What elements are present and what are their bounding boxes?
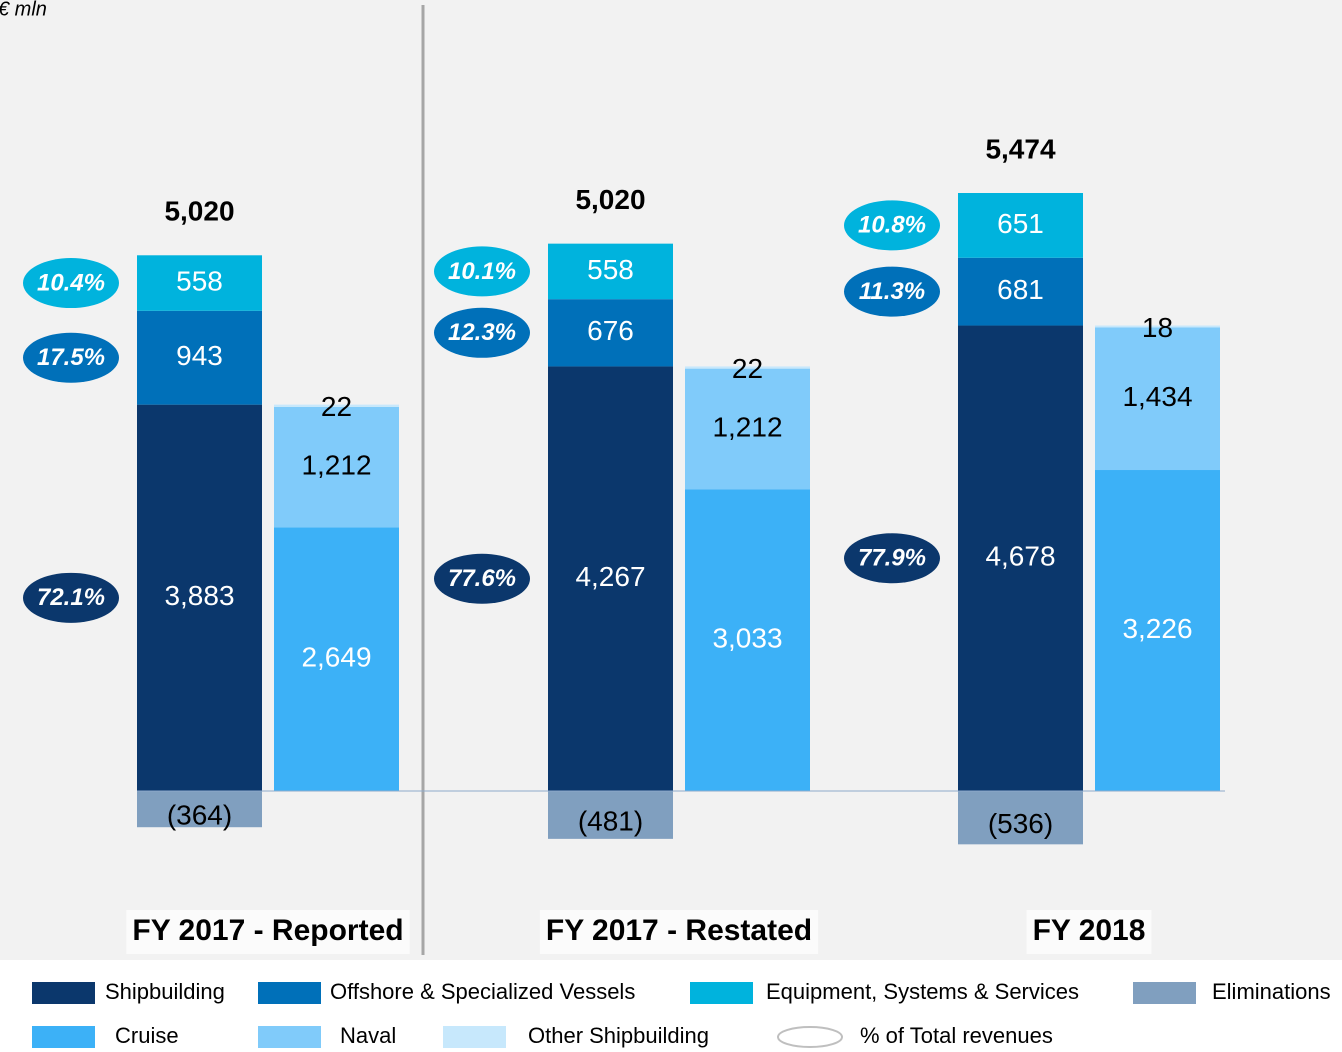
bar-segment bbox=[548, 791, 673, 839]
value-label: (364) bbox=[167, 799, 232, 830]
bar-segment bbox=[548, 299, 673, 367]
value-label: 22 bbox=[732, 353, 763, 384]
share-bubble bbox=[23, 258, 119, 309]
value-label: 1,212 bbox=[301, 450, 371, 481]
value-label: 681 bbox=[997, 274, 1044, 305]
bar-segment bbox=[685, 368, 810, 490]
bar-segment bbox=[1095, 325, 1220, 328]
category-label: FY 2017 - Reported bbox=[132, 914, 403, 947]
bar-segment bbox=[137, 255, 262, 311]
category-box bbox=[539, 910, 819, 954]
bar-segment bbox=[137, 791, 262, 828]
legend-swatch bbox=[690, 982, 753, 1004]
share-bubble bbox=[844, 200, 940, 251]
share-label: 72.1% bbox=[37, 584, 105, 611]
bar-segment bbox=[1095, 470, 1220, 791]
category-label: FY 2018 bbox=[1033, 914, 1146, 947]
share-bubble bbox=[434, 246, 530, 297]
share-label: 77.6% bbox=[448, 565, 516, 592]
share-label: 12.3% bbox=[448, 319, 516, 346]
value-label: (536) bbox=[988, 808, 1053, 839]
value-label: 3,033 bbox=[712, 622, 782, 653]
value-label: 676 bbox=[587, 315, 634, 346]
bar-segment bbox=[137, 404, 262, 791]
legend-label: % of Total revenues bbox=[860, 1023, 1053, 1048]
legend-ellipse bbox=[777, 1026, 843, 1048]
share-bubble bbox=[434, 307, 530, 358]
share-label: 10.8% bbox=[858, 212, 926, 239]
value-label: 558 bbox=[176, 265, 223, 296]
legend-label: Eliminations bbox=[1212, 979, 1331, 1004]
bar-segment bbox=[274, 404, 399, 407]
legend-swatch bbox=[443, 1026, 506, 1048]
bar-segment bbox=[548, 243, 673, 300]
value-label: 4,267 bbox=[575, 561, 645, 592]
total-label: 5,020 bbox=[164, 196, 234, 227]
unit-label: € mln bbox=[0, 0, 47, 20]
share-label: 11.3% bbox=[859, 278, 925, 305]
legend-label: Equipment, Systems & Services bbox=[766, 979, 1079, 1004]
value-label: 4,678 bbox=[985, 541, 1055, 572]
category-box bbox=[126, 910, 410, 954]
bar-segment bbox=[685, 366, 810, 369]
value-label: 2,649 bbox=[301, 642, 371, 673]
share-label: 17.5% bbox=[37, 344, 105, 371]
legend-label: Cruise bbox=[115, 1023, 179, 1048]
share-label: 10.1% bbox=[448, 258, 516, 285]
share-bubble bbox=[23, 572, 119, 623]
category-box bbox=[1026, 910, 1152, 954]
bar-segment bbox=[1095, 327, 1220, 471]
total-label: 5,020 bbox=[575, 184, 645, 215]
legend-swatch bbox=[258, 1026, 321, 1048]
bar-segment bbox=[548, 366, 673, 791]
legend-label: Shipbuilding bbox=[105, 979, 225, 1004]
legend-label: Other Shipbuilding bbox=[528, 1023, 709, 1048]
category-label: FY 2017 - Restated bbox=[546, 914, 812, 947]
share-bubble bbox=[434, 553, 530, 604]
bar-segment bbox=[958, 193, 1083, 258]
legend-swatch bbox=[258, 982, 321, 1004]
value-label: 943 bbox=[176, 340, 223, 371]
value-label: 18 bbox=[1142, 312, 1173, 343]
legend-swatch bbox=[1133, 982, 1196, 1004]
legend-swatch bbox=[32, 982, 95, 1004]
value-label: 3,883 bbox=[164, 580, 234, 611]
legend-label: Offshore & Specialized Vessels bbox=[330, 979, 635, 1004]
total-label: 5,474 bbox=[985, 133, 1055, 164]
bar-segment bbox=[685, 489, 810, 791]
bar-segment bbox=[958, 325, 1083, 791]
bar-segment bbox=[274, 527, 399, 791]
bar-segment bbox=[958, 257, 1083, 326]
share-bubble bbox=[844, 533, 940, 584]
bar-segment bbox=[274, 406, 399, 528]
value-label: 22 bbox=[321, 391, 352, 422]
share-label: 77.9% bbox=[858, 545, 926, 572]
share-bubble bbox=[844, 266, 940, 317]
value-label: (481) bbox=[578, 805, 643, 836]
share-label: 10.4% bbox=[37, 269, 105, 296]
share-bubble bbox=[23, 332, 119, 383]
value-label: 1,434 bbox=[1122, 381, 1192, 412]
legend-label: Naval bbox=[340, 1023, 396, 1048]
value-label: 651 bbox=[997, 208, 1044, 239]
bar-segment bbox=[137, 310, 262, 405]
bar-segment bbox=[958, 791, 1083, 845]
value-label: 1,212 bbox=[712, 411, 782, 442]
value-label: 3,226 bbox=[1122, 613, 1192, 644]
legend-swatch bbox=[32, 1026, 95, 1048]
value-label: 558 bbox=[587, 254, 634, 285]
